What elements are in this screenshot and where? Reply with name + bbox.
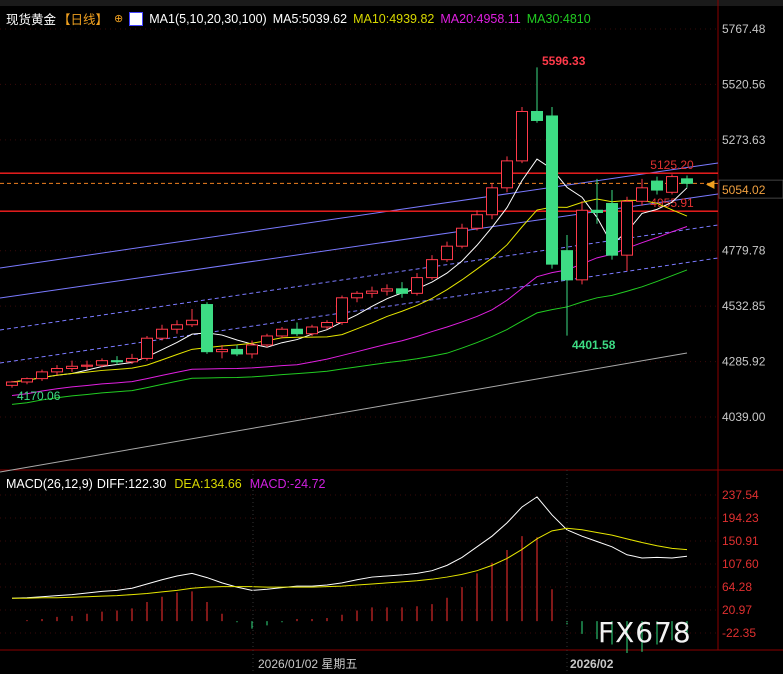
candle <box>351 292 363 299</box>
candle <box>396 288 408 294</box>
channel-line <box>0 257 719 364</box>
macd-tick: 20.97 <box>722 603 752 617</box>
symbol-name: 现货黄金 <box>6 13 57 27</box>
indicator-icon[interactable] <box>129 11 144 26</box>
candle <box>321 321 333 328</box>
candle <box>651 180 663 191</box>
macd-name: MACD(26,12,9) <box>6 477 93 491</box>
price-arrow-icon: ◀ <box>706 178 715 190</box>
period-label[interactable]: 【日线】 <box>58 13 109 27</box>
ma5-value: MA5:5039.62 <box>272 11 348 26</box>
high-annotation: 5596.33 <box>542 54 586 68</box>
candle <box>501 160 513 189</box>
candle <box>246 344 258 355</box>
candle <box>186 319 198 326</box>
candle <box>36 371 48 380</box>
macd-tick: -22.35 <box>722 626 756 640</box>
candle <box>576 209 588 281</box>
level-label: 4955.91 <box>650 196 694 210</box>
candle <box>426 259 438 279</box>
candle <box>531 110 543 121</box>
candle <box>441 245 453 261</box>
macd-tick: 237.54 <box>722 488 759 502</box>
dea-value: DEA:134.66 <box>174 477 242 491</box>
ma20-value: MA20:4958.11 <box>440 11 521 26</box>
current-price-box <box>718 179 783 199</box>
watermark: FX678 <box>598 616 692 649</box>
diff-line <box>11 496 688 599</box>
low-annotation: 4401.58 <box>572 338 616 352</box>
candle <box>306 326 318 335</box>
candle <box>66 365 78 370</box>
start-low-annotation: 4170.06 <box>17 389 61 403</box>
candle <box>171 324 183 330</box>
price-tick: 5520.56 <box>722 77 766 91</box>
candle <box>126 357 138 363</box>
macd-tick: 64.28 <box>722 580 752 594</box>
macd-tick: 107.60 <box>722 557 759 571</box>
candle <box>546 115 558 265</box>
candle <box>231 348 243 355</box>
candle <box>336 297 348 323</box>
toolbar <box>0 0 783 6</box>
candle <box>96 360 108 366</box>
candle <box>81 364 93 367</box>
candle <box>681 178 693 184</box>
candle <box>156 328 168 339</box>
candle <box>591 209 603 214</box>
current-price: 5054.02 <box>722 183 766 197</box>
price-tick: 4285.92 <box>722 355 766 369</box>
price-tick: 5273.63 <box>722 133 766 147</box>
candle <box>486 187 498 216</box>
candle <box>606 203 618 256</box>
candle <box>621 200 633 256</box>
candle <box>291 328 303 335</box>
macd-legend: MACD(26,12,9) DIFF:122.30 DEA:134.66 MAC… <box>6 477 325 491</box>
diff-value: DIFF:122.30 <box>96 477 167 491</box>
candle <box>276 328 288 337</box>
candle <box>666 176 678 193</box>
ma100-line <box>0 352 688 473</box>
price-tick: 4039.00 <box>722 410 766 424</box>
candle <box>516 110 528 162</box>
price-tick: 4532.85 <box>722 299 766 313</box>
date-label: 2026/01/02 星期五 <box>258 657 357 671</box>
candle <box>381 288 393 292</box>
candle <box>216 348 228 353</box>
candle <box>456 227 468 247</box>
channel-line <box>0 162 719 269</box>
candle <box>21 378 33 383</box>
candle <box>636 187 648 202</box>
ma30-line <box>11 269 688 405</box>
ma30-value: MA30:4810 <box>526 11 591 26</box>
candle <box>51 368 63 373</box>
candle <box>561 250 573 281</box>
macd-value: MACD:-24.72 <box>249 477 326 491</box>
indicator-name: MA1(5,10,20,30,100) <box>149 11 267 26</box>
candle <box>141 337 153 359</box>
candle <box>6 381 18 386</box>
level-label: 5125.20 <box>650 158 694 172</box>
candle <box>111 360 123 363</box>
crosshair-icon[interactable]: ⊕ <box>114 13 124 25</box>
candle <box>201 304 213 353</box>
price-tick: 5767.48 <box>722 22 766 36</box>
dea-line <box>12 527 688 599</box>
macd-tick: 150.91 <box>722 534 759 548</box>
macd-tick: 194.23 <box>722 511 759 525</box>
date-label: 2026/02 <box>570 657 614 671</box>
main-legend: 现货黄金 【日线】 ⊕ MA1(5,10,20,30,100) MA5:5039… <box>6 9 591 28</box>
candle <box>366 290 378 294</box>
ma20-line <box>11 226 688 396</box>
channel-line <box>0 224 719 331</box>
price-tick: 4779.78 <box>722 244 766 258</box>
candle <box>261 335 273 346</box>
ma10-line <box>11 198 688 383</box>
candle <box>471 214 483 229</box>
ma5-line <box>11 158 688 383</box>
ma10-value: MA10:4939.82 <box>353 11 435 26</box>
candle <box>411 277 423 294</box>
